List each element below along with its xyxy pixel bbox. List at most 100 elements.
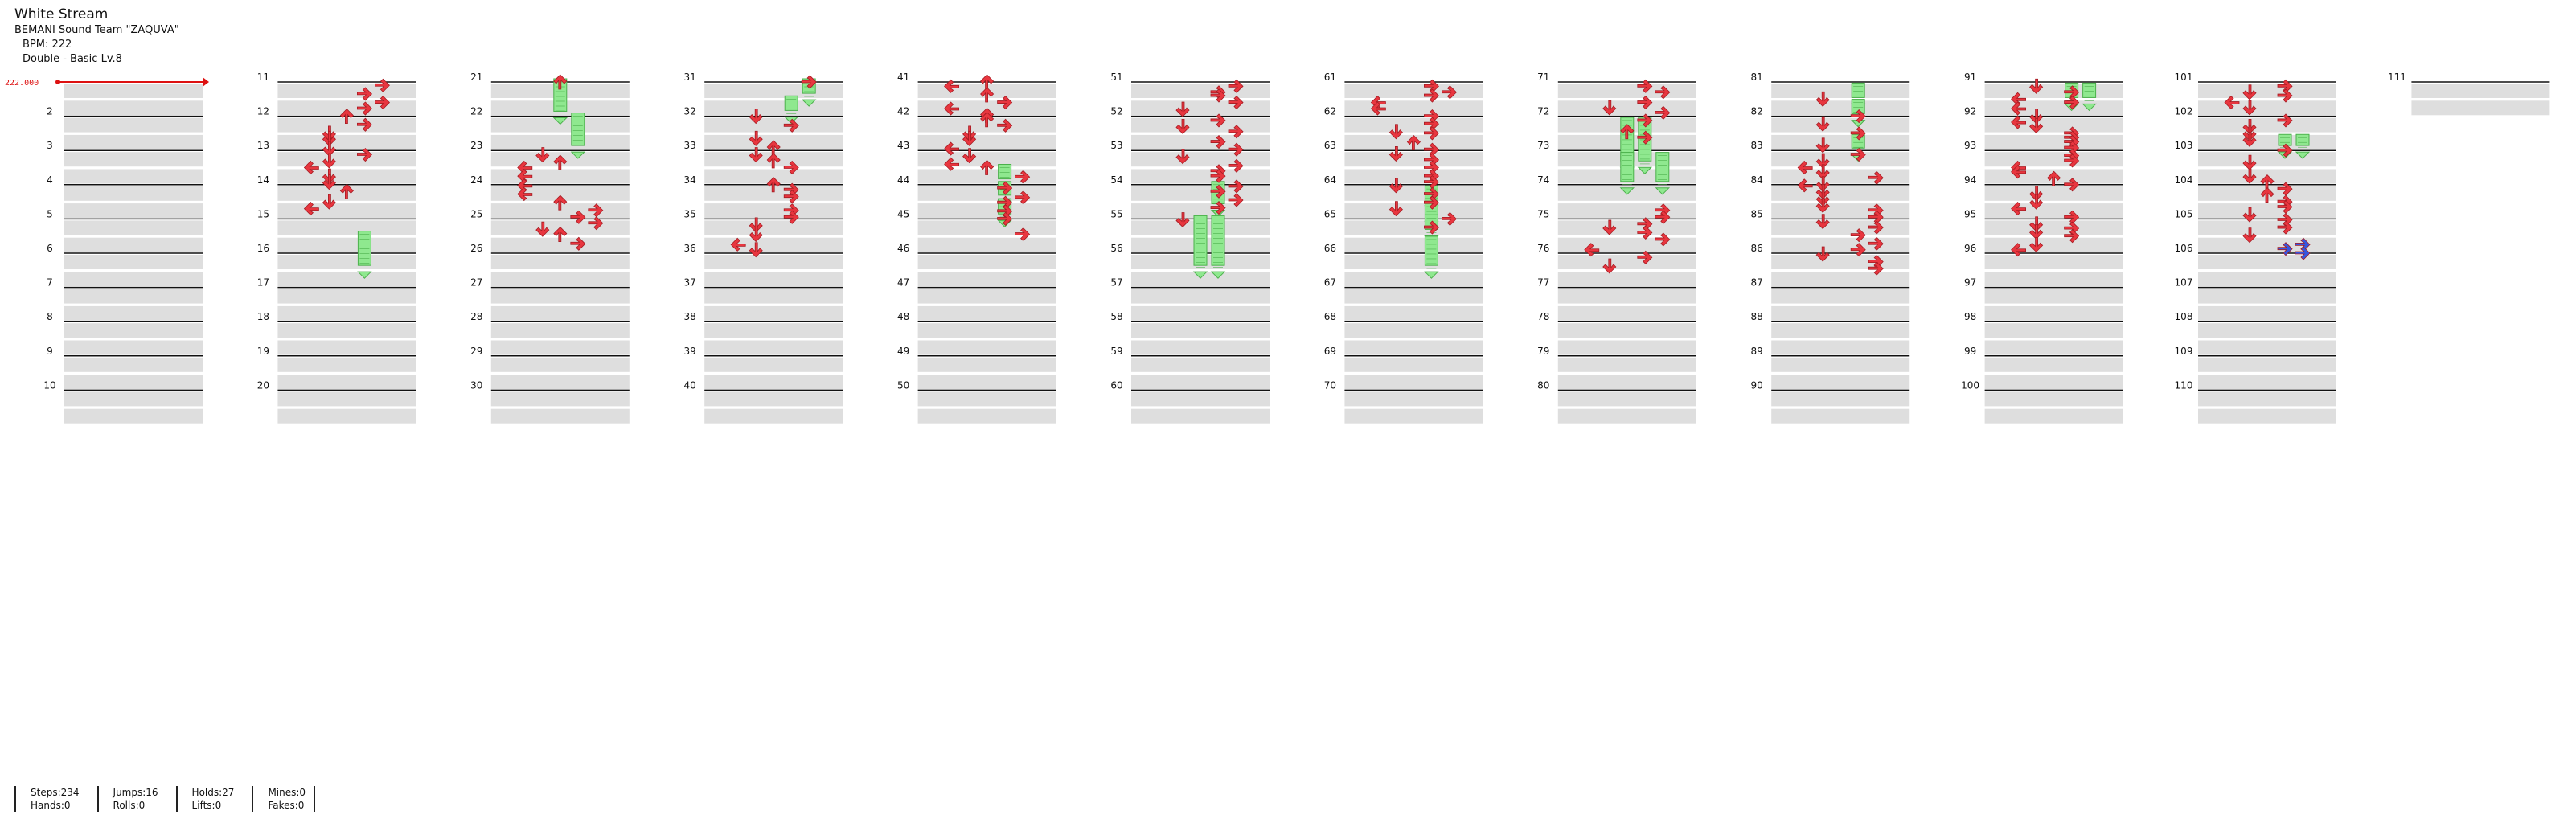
beat-stripe [704, 117, 843, 133]
arrow-icon [535, 221, 550, 237]
measure-number: 98 [1964, 311, 1976, 322]
beat-stripe [490, 237, 630, 252]
beat-stripe [1557, 84, 1696, 98]
beat-stripe [277, 289, 416, 304]
beat-stripe [704, 340, 843, 355]
arrow-icon [1228, 79, 1244, 93]
beat-stripe [64, 169, 203, 184]
arrow-icon [980, 159, 995, 175]
beat-stripe [704, 186, 843, 201]
arrow-icon [1637, 225, 1653, 240]
measure-number: 65 [1324, 208, 1336, 219]
measure-number: 51 [1110, 72, 1122, 83]
beat-stripe [1557, 100, 1696, 116]
hold-freeze-icon [1192, 215, 1208, 279]
arrow-icon [2029, 186, 2044, 202]
arrow-icon [997, 211, 1013, 226]
measure-number: 106 [2175, 243, 2193, 254]
beat-stripe [704, 84, 843, 98]
measure-number: 39 [684, 346, 696, 357]
bpm-change-marker: 222.000 [5, 77, 209, 88]
beat-stripe [2198, 408, 2336, 424]
beat-stripe [1131, 134, 1270, 149]
measure-number: 85 [1751, 208, 1763, 219]
beat-stripe [1984, 220, 2123, 235]
measure-labels: 2345678910111213141516171819202122232425… [43, 72, 2406, 391]
beat-stripe [1344, 305, 1483, 321]
measure-number: 7 [47, 277, 53, 289]
arrow-icon [2064, 95, 2080, 110]
beat-stripe [277, 152, 416, 167]
arrow-icon [2242, 168, 2257, 184]
arrow-icon [1797, 160, 1813, 175]
beat-stripe [277, 340, 416, 355]
song-bpm: BPM: 222 [23, 39, 72, 51]
beat-stripe [917, 408, 1056, 424]
measure-number: 110 [2175, 379, 2193, 391]
beat-stripe [1131, 289, 1270, 304]
measure-number: 32 [684, 106, 696, 117]
beat-stripe [277, 305, 416, 321]
measure-number: 69 [1324, 346, 1336, 357]
stat-rolls: Rolls:0 [113, 800, 146, 811]
beat-stripe [1984, 117, 2123, 133]
measure-number: 25 [470, 208, 482, 219]
beat-stripe [277, 255, 416, 269]
beat-stripe [277, 203, 416, 219]
beat-stripe [1344, 84, 1483, 98]
arrow-icon [1228, 158, 1244, 173]
arrow-icon [1175, 118, 1190, 134]
measure-number: 82 [1751, 106, 1763, 117]
beat-stripe [1557, 237, 1696, 252]
measure-number: 74 [1537, 174, 1549, 186]
measure-number: 81 [1751, 72, 1763, 83]
arrow-icon [749, 217, 763, 233]
arrow-icon [1602, 219, 1617, 235]
beat-stripe [64, 84, 203, 98]
measure-number: 55 [1110, 208, 1122, 219]
beat-stripe [917, 357, 1056, 372]
measure-number: 99 [1964, 346, 1976, 357]
measure-number: 16 [257, 243, 269, 254]
beat-stripe [1131, 152, 1270, 167]
arrow-icon [322, 141, 336, 157]
beat-stripe [704, 323, 843, 338]
beat-stripe [1771, 169, 1910, 184]
stat-fakes: Fakes:0 [268, 800, 305, 811]
arrow-icon [517, 186, 533, 202]
beat-stripe [2198, 255, 2336, 269]
arrow-icon [1868, 261, 1884, 276]
beat-stripe [1557, 340, 1696, 355]
beat-stripe [1131, 340, 1270, 355]
stat-hands: Hands:0 [31, 800, 71, 811]
measure-number: 10 [43, 379, 55, 391]
measure-number: 22 [470, 106, 482, 117]
hold-freeze-icon [1619, 152, 1635, 195]
measure-number: 76 [1537, 243, 1549, 254]
measure-number: 20 [257, 379, 269, 391]
arrow-icon [2064, 229, 2080, 244]
measure-number: 8 [47, 311, 53, 322]
beat-stripe [277, 323, 416, 338]
arrow-icon [2277, 143, 2293, 158]
arrow-icon [962, 148, 977, 164]
arrow-icon [1815, 164, 1830, 180]
measure-number: 95 [1964, 208, 1976, 219]
beat-stripe [1344, 169, 1483, 184]
beat-stripe [64, 203, 203, 219]
measure-number: 42 [897, 106, 909, 117]
measure-number: 94 [1964, 174, 1976, 186]
measure-number: 50 [897, 379, 909, 391]
beat-stripe [64, 340, 203, 355]
arrow-icon [783, 118, 799, 133]
arrow-icon [2029, 109, 2044, 125]
beat-stripe [277, 375, 416, 390]
arrow-icon [1868, 170, 1884, 185]
beat-stripe [1344, 152, 1483, 167]
arrow-icon [1210, 134, 1226, 149]
beat-stripe [1984, 408, 2123, 424]
measure-number: 92 [1964, 106, 1976, 117]
measure-number: 72 [1537, 106, 1549, 117]
beat-stripe [1131, 186, 1270, 201]
measure-number: 23 [470, 140, 482, 151]
